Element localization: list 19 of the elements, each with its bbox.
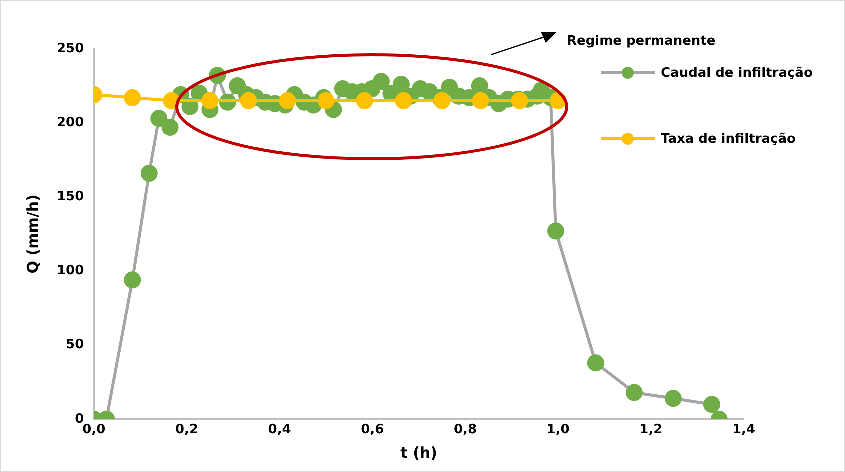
- x-tick-label: 1,0: [546, 422, 570, 438]
- y-tick-label: 150: [56, 190, 84, 205]
- y-tick-label: 250: [56, 41, 84, 56]
- x-axis-title: t (h): [400, 444, 438, 462]
- y-tick-label: 50: [66, 338, 84, 353]
- x-tick-label: 1,4: [732, 422, 756, 438]
- x-tick-label: 1,2: [640, 422, 663, 438]
- x-tick-label: 0,6: [361, 422, 384, 438]
- x-tick-label: 0,2: [175, 422, 198, 438]
- x-tick-label: 0,8: [454, 422, 478, 438]
- x-tick-label: 0,0: [82, 422, 106, 438]
- legend-label: Caudal de infiltração: [661, 66, 813, 80]
- y-axis-title: Q (mm/h): [24, 194, 42, 274]
- y-tick-label: 200: [56, 115, 84, 130]
- annotation: Regime permanente: [567, 34, 716, 49]
- legend-label: Taxa de infiltração: [661, 132, 796, 146]
- y-tick-label: 0: [75, 412, 84, 427]
- x-tick-label: 0,4: [268, 422, 292, 438]
- y-tick-label: 100: [56, 264, 84, 279]
